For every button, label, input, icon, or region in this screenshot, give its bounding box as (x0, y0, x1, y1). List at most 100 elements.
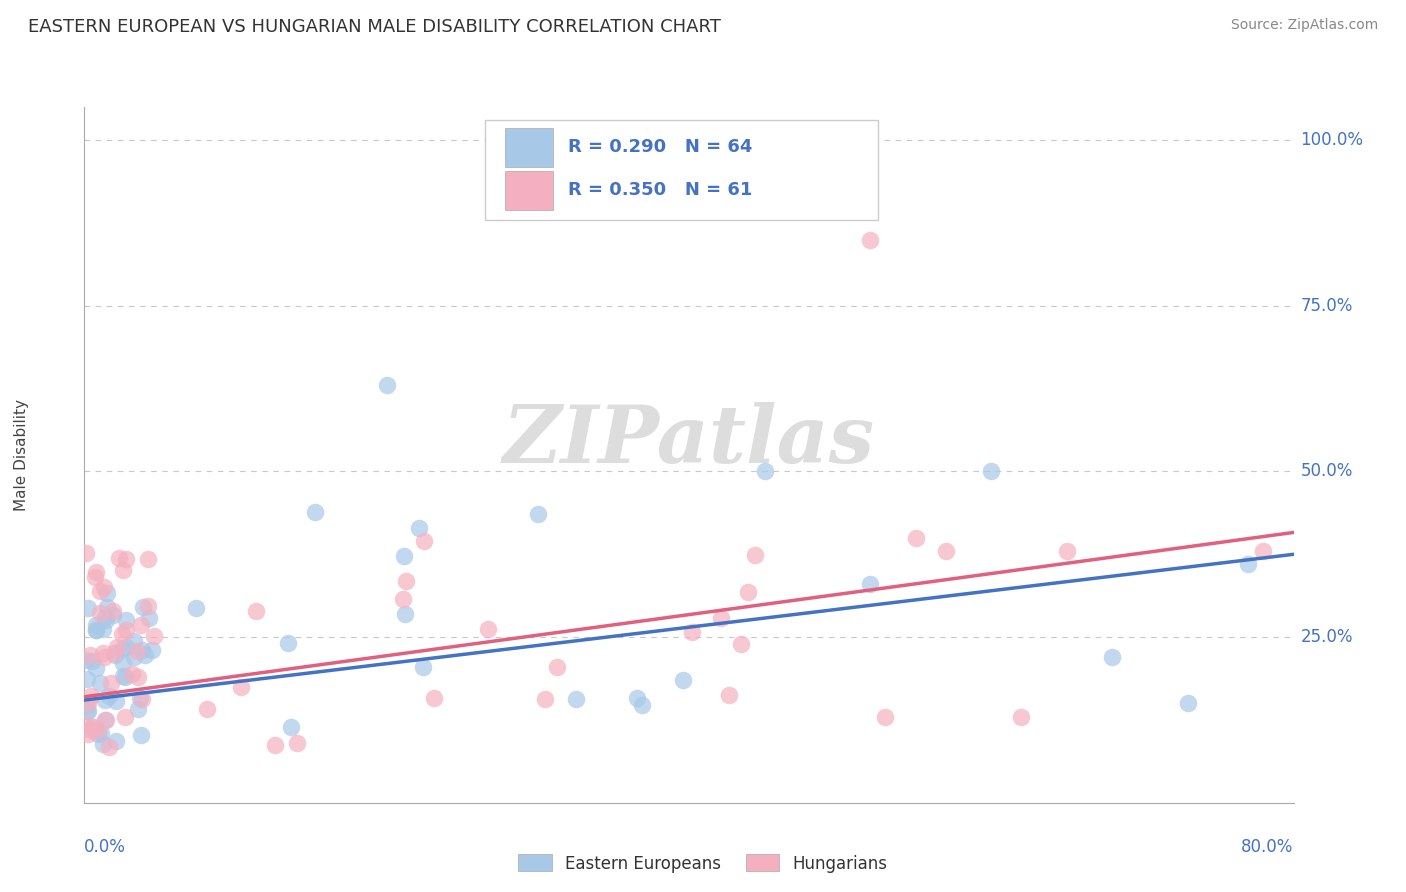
Point (131, 692, 153, 706)
Point (245, 603, 267, 617)
Point (136, 552, 159, 566)
Point (122, 650, 145, 665)
Point (1010, 709, 1032, 723)
Point (104, 694, 127, 708)
Text: 80.0%: 80.0% (1241, 838, 1294, 856)
Point (93, 713, 115, 727)
Point (280, 719, 302, 733)
Point (84, 661, 107, 675)
Point (76, 697, 98, 711)
Point (91, 737, 114, 751)
Point (412, 660, 434, 674)
Point (104, 648, 127, 662)
Text: 100.0%: 100.0% (1301, 131, 1364, 149)
Point (86, 623, 108, 637)
Point (477, 622, 499, 636)
Point (93, 650, 115, 665)
Point (408, 521, 430, 535)
Text: R = 0.350   N = 61: R = 0.350 N = 61 (568, 181, 752, 199)
Point (546, 660, 568, 674)
Point (131, 642, 153, 657)
Point (195, 702, 218, 716)
Point (394, 549, 416, 563)
Point (136, 599, 159, 613)
Point (80, 723, 103, 738)
Point (77, 727, 100, 741)
Point (79, 648, 101, 662)
Text: R = 0.290   N = 64: R = 0.290 N = 64 (568, 137, 752, 156)
Point (1237, 558, 1260, 572)
Point (90, 726, 112, 740)
Point (681, 625, 703, 640)
Point (129, 690, 152, 705)
Point (91, 622, 114, 636)
Text: ZIPatlas: ZIPatlas (503, 402, 875, 480)
Point (111, 563, 134, 577)
Point (134, 648, 156, 662)
Point (718, 688, 741, 702)
FancyBboxPatch shape (505, 128, 553, 167)
Text: 50.0%: 50.0% (1301, 462, 1353, 481)
Point (107, 551, 129, 566)
Point (115, 551, 138, 566)
Point (672, 673, 695, 687)
Point (935, 544, 957, 558)
Point (76, 704, 98, 718)
Point (533, 691, 555, 706)
Point (103, 646, 125, 660)
Point (75, 546, 97, 560)
Point (93, 646, 115, 660)
Point (122, 633, 145, 648)
Point (115, 640, 138, 654)
Point (96, 585, 118, 599)
Point (1177, 697, 1199, 711)
Point (904, 531, 927, 545)
Point (94, 610, 117, 624)
Point (114, 613, 136, 627)
Point (86, 623, 108, 637)
Point (395, 574, 418, 588)
Point (111, 657, 134, 671)
Point (111, 627, 134, 641)
Point (737, 584, 759, 599)
Point (129, 617, 152, 632)
Point (76, 600, 98, 615)
Point (394, 607, 416, 621)
Point (80, 654, 103, 668)
Point (96, 600, 118, 615)
Point (127, 669, 149, 683)
Point (184, 600, 207, 615)
Point (1056, 544, 1078, 558)
Point (859, 233, 882, 247)
Point (75, 717, 97, 731)
Point (875, 709, 897, 723)
Point (80, 689, 103, 703)
Point (527, 507, 550, 521)
Point (287, 736, 309, 750)
Point (98, 739, 121, 754)
Point (97, 689, 120, 703)
Point (129, 728, 152, 742)
Point (115, 623, 138, 637)
Point (423, 691, 446, 706)
Point (710, 611, 733, 625)
Point (89, 675, 111, 690)
Point (93, 580, 115, 594)
Point (101, 608, 124, 623)
Point (859, 577, 882, 591)
Point (94, 713, 117, 727)
Text: 0.0%: 0.0% (84, 838, 127, 856)
Point (77, 704, 100, 718)
Point (304, 505, 326, 519)
Point (1101, 650, 1123, 665)
FancyBboxPatch shape (505, 171, 553, 210)
Point (84, 570, 107, 584)
Point (84, 565, 107, 579)
Point (80, 720, 103, 734)
Point (94, 693, 117, 707)
Point (565, 692, 588, 706)
Point (980, 465, 1002, 479)
Point (89, 607, 111, 621)
Point (125, 644, 148, 658)
Point (77, 696, 100, 710)
